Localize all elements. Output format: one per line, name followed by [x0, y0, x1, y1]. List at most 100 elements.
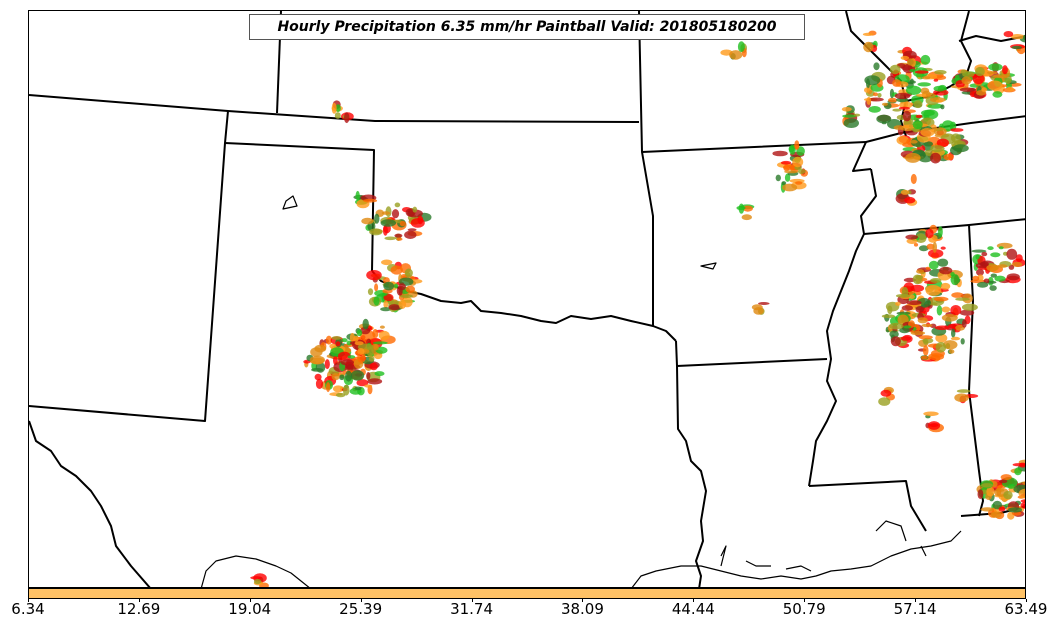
precipitation-blob	[1010, 34, 1025, 40]
precipitation-blob	[876, 114, 892, 124]
precipitation-blob	[741, 214, 752, 221]
precipitation-blob	[941, 306, 951, 313]
precipitation-blob	[250, 576, 262, 580]
precipitation-blob	[951, 328, 956, 338]
precipitation-blob	[987, 80, 1003, 91]
precipitation-blob	[864, 87, 870, 93]
mexico-gulf-coast	[200, 555, 310, 587]
precipitation-blob	[366, 372, 371, 380]
precipitation-blob	[1018, 462, 1025, 468]
state-boundary-nm-north	[29, 94, 640, 123]
precipitation-blob	[326, 382, 331, 393]
precipitation-blob	[253, 578, 262, 585]
precipitation-blob	[341, 338, 348, 343]
precipitation-blob	[921, 109, 935, 116]
precipitation-blob	[350, 370, 365, 381]
precipitation-blob	[882, 102, 888, 106]
colorbar-tick-mark	[139, 599, 140, 602]
precipitation-blob	[923, 411, 939, 417]
precipitation-blob	[1014, 467, 1022, 476]
precipitation-blob	[417, 215, 424, 225]
precipitation-blob	[1003, 490, 1013, 500]
precipitation-blob	[1003, 30, 1014, 38]
precipitation-blob	[909, 78, 914, 85]
precipitation-blob	[940, 282, 951, 290]
precipitation-blob	[843, 118, 859, 128]
precipitation-blob	[955, 324, 965, 331]
precipitation-blob	[887, 305, 893, 315]
precipitation-blob	[930, 278, 942, 283]
precipitation-blob	[380, 219, 397, 227]
precipitation-blob	[405, 285, 415, 293]
precipitation-blob	[922, 345, 929, 356]
precipitation-blob	[937, 258, 949, 267]
precipitation-blob	[918, 335, 933, 340]
precipitation-blob	[950, 336, 961, 341]
precipitation-blob	[894, 92, 911, 100]
precipitation-blob	[936, 305, 943, 316]
precipitation-blob	[794, 140, 800, 151]
precipitation-blob	[909, 69, 916, 72]
state-boundary-la-north	[676, 358, 828, 367]
precipitation-blob	[939, 266, 953, 275]
precipitation-blob	[988, 63, 1003, 71]
colorbar-tick-label: 31.74	[450, 600, 494, 618]
precipitation-blob	[928, 249, 944, 258]
colorbar-tick-mark	[915, 599, 916, 602]
precipitation-blob	[339, 374, 345, 381]
precipitation-blob	[943, 153, 954, 161]
precipitation-blob	[337, 351, 351, 361]
precipitation-blob	[357, 348, 365, 355]
precipitation-blob	[942, 340, 958, 350]
precipitation-blob	[901, 305, 913, 311]
precipitation-blob	[1011, 45, 1022, 50]
precipitation-blob	[900, 55, 910, 60]
precipitation-blob	[975, 254, 980, 260]
colorbar-tick-mark	[472, 599, 473, 602]
precipitation-blob	[383, 300, 389, 309]
precipitation-blob	[950, 133, 961, 143]
precipitation-blob	[933, 296, 949, 302]
precipitation-blob	[912, 274, 922, 285]
precipitation-blob	[1011, 262, 1023, 267]
precipitation-blob	[956, 389, 971, 393]
precipitation-blob	[398, 283, 406, 291]
precipitation-blob	[972, 73, 985, 85]
precipitation-blob	[775, 174, 781, 182]
precipitation-blob	[900, 336, 912, 341]
precipitation-blob	[920, 355, 928, 360]
precipitation-blob	[949, 349, 955, 354]
precipitation-blob	[342, 384, 350, 396]
precipitation-blob	[918, 245, 929, 252]
precipitation-blob	[862, 32, 874, 36]
precipitation-blob	[977, 274, 984, 282]
precipitation-blob	[369, 362, 378, 371]
precipitation-blob	[906, 238, 918, 245]
precipitation-blob	[998, 479, 1008, 484]
precipitation-blob	[399, 220, 406, 227]
precipitation-blob	[960, 338, 965, 345]
precipitation-blob	[905, 152, 921, 163]
precipitation-blob	[900, 189, 910, 195]
precipitation-blob	[917, 82, 931, 87]
precipitation-blob	[864, 75, 881, 86]
precipitation-blob	[360, 326, 371, 335]
precipitation-blob	[955, 297, 970, 301]
precipitation-blob	[412, 206, 418, 213]
precipitation-blob	[994, 275, 1006, 282]
precipitation-blob	[394, 202, 401, 208]
colorbar-tick-label: 19.04	[228, 600, 272, 618]
precipitation-blob	[367, 378, 383, 385]
precipitation-blob	[915, 306, 925, 313]
precipitation-blob	[868, 97, 884, 102]
precipitation-blob	[895, 301, 901, 306]
precipitation-blob	[404, 268, 413, 278]
precipitation-blob	[959, 87, 976, 92]
precipitation-blob	[940, 246, 946, 250]
precipitation-blob	[976, 268, 984, 276]
precipitation-blob	[977, 489, 984, 499]
precipitation-blob	[981, 87, 988, 92]
precipitation-blob	[923, 141, 933, 147]
state-boundary-nm-west	[29, 110, 229, 422]
precipitation-paintball-layer	[250, 30, 1025, 587]
